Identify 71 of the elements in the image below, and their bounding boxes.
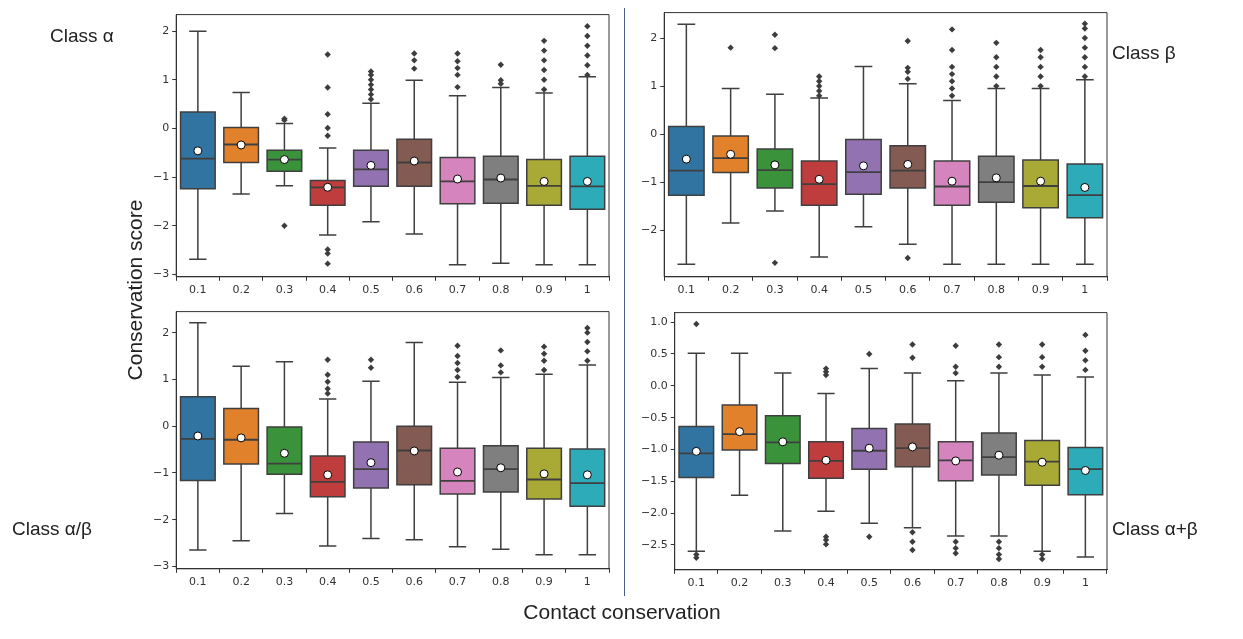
y-tick-label: 0.0 [650,378,668,392]
y-tick-label: −2 [641,223,658,237]
y-tick-label: −1 [153,169,170,183]
x-tick-label: 0.3 [275,283,294,297]
x-tick-label: 0.8 [990,576,1008,590]
x-tick-label: 0.7 [448,283,467,297]
x-tick-label: 1 [1081,283,1089,297]
x-tick-label: 0.3 [275,575,294,589]
y-tick-label: 1 [162,72,170,86]
x-tick-label: 0.5 [860,576,878,590]
x-tick-label: 0.1 [189,283,207,297]
x-tick-label: 0.1 [189,575,207,589]
y-tick-label: 0 [650,126,658,140]
x-tick-label: 0.5 [854,283,873,297]
x-tick-label: 0.2 [232,283,250,297]
x-tick-label: 0.5 [362,575,380,589]
x-tick-label: 0.9 [535,575,553,589]
y-tick-label: −2 [153,218,170,232]
x-tick-label: 0.2 [721,283,740,297]
x-tick-label: 0.9 [535,283,553,297]
y-tick-label: −1 [153,465,170,479]
y-tick-label: 2 [650,30,658,44]
x-tick-label: 0.6 [903,576,922,590]
x-tick-label: 1 [583,283,591,297]
y-tick-label: −1 [641,175,658,189]
x-tick-label: 0.3 [774,576,792,590]
x-tick-label: 0.2 [232,575,250,589]
x-tick-label: 0.3 [766,283,784,297]
y-tick-label: 1 [162,372,170,386]
x-tick-label: 0.9 [1031,283,1050,297]
y-tick-label: −2.5 [640,537,668,551]
x-tick-label: 0.1 [687,576,706,590]
x-tick-label: 0.4 [318,575,337,589]
x-tick-label: 0.8 [987,283,1006,297]
x-tick-label: 0.5 [362,283,380,297]
y-tick-label: −1.0 [640,442,668,456]
x-tick-label: 0.4 [817,576,835,590]
x-tick-label: 0.6 [899,283,917,297]
x-tick-label: 1 [583,575,591,589]
x-tick-label: 0.7 [946,576,965,590]
y-tick-label: 0 [162,419,170,433]
x-tick-label: 0.8 [492,283,510,297]
text: Class β [1112,42,1176,64]
y-tick-label: −1.5 [640,474,668,488]
x-tick-label: 0.4 [318,283,337,297]
x-tick-label: 0.7 [943,283,961,297]
y-tick-label: −3 [153,559,170,573]
x-tick-label: 0.7 [448,575,467,589]
x-tick-label: 0.2 [730,576,749,590]
x-tick-label: 1 [1081,576,1089,590]
text: Class α/β [12,518,92,540]
y-tick-label: 1.0 [650,315,668,329]
y-tick-label: 2 [162,24,170,37]
x-tick-label: 0.6 [405,575,423,589]
x-tick-label: 0.1 [677,283,696,297]
y-tick-label: −2.0 [640,506,668,519]
x-tick-label: 0.9 [1033,576,1051,590]
y-tick-label: 2 [162,325,170,339]
y-tick-label: 0 [162,121,170,135]
y-tick-label: −0.5 [640,410,668,424]
y-tick-label: 1 [650,78,658,92]
y-tick-label: 0.5 [650,346,668,360]
y-tick-label: −2 [153,512,170,526]
x-axis-title: Contact conservation [523,600,721,624]
y-tick-label: −3 [153,267,170,281]
x-tick-label: 0.4 [810,283,828,297]
text: Class α [50,25,114,47]
x-tick-label: 0.8 [492,575,510,589]
text: Class α+β [1112,518,1198,540]
x-tick-label: 0.6 [405,283,423,297]
y-axis-title: Conservation score [123,199,147,381]
